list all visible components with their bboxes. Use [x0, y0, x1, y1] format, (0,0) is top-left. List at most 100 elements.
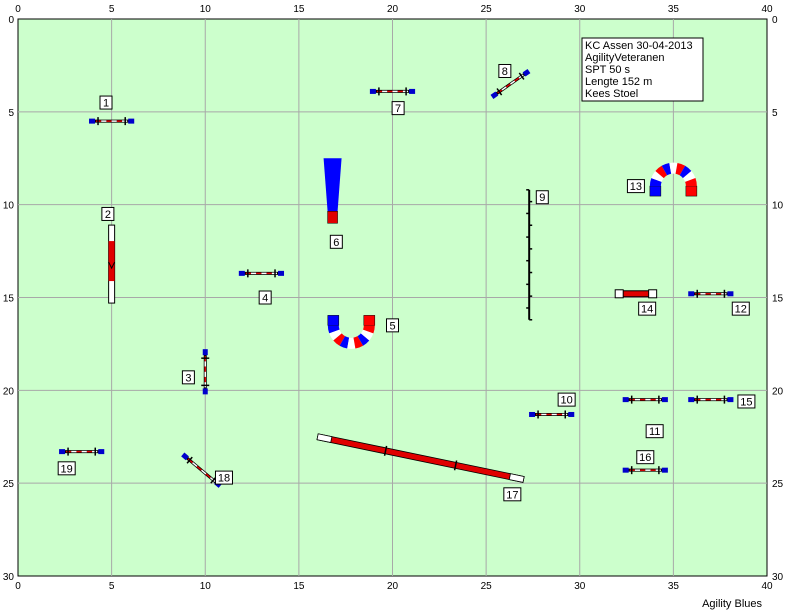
obstacle-number-box [731, 301, 750, 316]
closed-tunnel-6 [323, 158, 342, 224]
x-tick-label-top: 5 [109, 4, 115, 15]
hurdle-stripe [505, 83, 511, 88]
dog-walk-support [383, 445, 388, 456]
x-tick-label-bottom: 5 [109, 581, 115, 592]
dog-walk-contact-end [508, 473, 525, 483]
x-tick-label-bottom: 20 [387, 581, 399, 592]
obstacle-number-2: 2 [101, 206, 115, 221]
obstacle-number-box [626, 179, 645, 194]
x-tick-label-top: 25 [481, 4, 493, 15]
hurdle-wing-left [622, 467, 629, 473]
tunnel-segment [327, 325, 340, 334]
hurdle-wing-right [202, 388, 208, 395]
tunnel-13 [649, 162, 698, 197]
hurdle-wing-left [59, 449, 66, 455]
y-tick-label-left: 10 [3, 201, 15, 212]
x-tick-label-top: 0 [15, 4, 21, 15]
obstacle-number-text: 7 [395, 103, 401, 115]
obstacle-number-text: 13 [630, 181, 642, 193]
obstacle-number-text: 3 [185, 372, 191, 384]
tunnel-segment [333, 333, 346, 346]
obstacle-number-text: 17 [506, 489, 518, 501]
obstacle-number-12: 12 [731, 301, 750, 316]
hurdle-stripe [510, 80, 516, 85]
obstacle-number-text: 14 [641, 304, 653, 316]
obstacle-number-text: 11 [649, 426, 660, 438]
obstacle-number-text: 9 [539, 192, 545, 204]
obstacle-number-15: 15 [737, 394, 756, 409]
x-tick-label-bottom: 10 [200, 581, 212, 592]
hurdle-wing-right [727, 397, 734, 403]
tire-14 [614, 289, 658, 299]
tunnel-segment [685, 178, 697, 187]
long-jump-2 [108, 224, 116, 304]
obstacle-number-box [99, 95, 113, 110]
hurdle-wing-left [181, 452, 189, 461]
x-tick-label-bottom: 30 [574, 581, 586, 592]
tunnel-segment [649, 178, 662, 187]
y-tick-label-right: 25 [772, 479, 784, 490]
long-jump-panel [108, 241, 115, 282]
dog-walk-support [453, 460, 458, 471]
obstacle-number-text: 8 [502, 66, 508, 78]
hurdle-stripe [192, 462, 198, 468]
obstacle-number-9: 9 [535, 190, 549, 205]
hurdle-wing-right [522, 68, 531, 77]
hurdle-wing-left [622, 397, 629, 403]
tire-post-right [648, 289, 658, 299]
hurdle-stripe [205, 473, 211, 479]
tunnel-segment [353, 336, 364, 349]
hurdle-wing-left [688, 397, 695, 403]
obstacle-number-8: 8 [498, 63, 512, 78]
grid-lines [18, 19, 767, 576]
closed-tunnel-chute [323, 158, 342, 212]
hurdle-12 [688, 289, 734, 298]
info-line-2: AgilityVeteranen [585, 52, 665, 64]
y-tick-label-left: 20 [3, 386, 15, 397]
obstacle-number-box [645, 424, 664, 439]
tunnel-end [327, 315, 340, 326]
tunnel-segment [655, 165, 668, 179]
obstacle-number-1: 1 [99, 95, 113, 110]
obstacle-number-18: 18 [214, 470, 233, 485]
obstacle-number-text: 6 [333, 237, 339, 249]
obstacle-number-box [57, 461, 76, 476]
x-tick-label-top: 35 [668, 4, 680, 15]
obstacle-number-box [737, 394, 756, 409]
hurdle-10 [529, 410, 575, 419]
obstacle-number-10: 10 [557, 392, 576, 407]
obstacle-number-box [329, 234, 343, 249]
obstacle-number-box [498, 63, 512, 78]
hurdle-8 [490, 68, 531, 99]
obstacle-number-16: 16 [636, 450, 655, 465]
hurdle-19 [59, 447, 105, 456]
obstacle-number-text: 18 [218, 473, 230, 485]
y-tick-label-left: 15 [3, 294, 15, 305]
hurdle-wing-right [727, 291, 734, 297]
obstacle-number-text: 10 [561, 395, 573, 407]
tunnel-segment [360, 329, 374, 341]
hurdle-wing-right [278, 270, 285, 276]
obstacle-number-text: 15 [740, 396, 752, 408]
hurdle-wing-right [661, 467, 668, 473]
obstacle-number-text: 12 [735, 304, 747, 316]
y-tick-label-left: 25 [3, 479, 15, 490]
tunnel-segment [651, 170, 664, 183]
x-tick-label-top: 20 [387, 4, 399, 15]
hurdle-wing-left [238, 270, 245, 276]
y-tick-label-right: 20 [772, 386, 784, 397]
x-tick-label-top: 10 [200, 4, 212, 15]
hurdle-post-right [518, 72, 525, 80]
tunnel-end [649, 185, 662, 197]
hurdle-wing-left [369, 88, 376, 94]
hurdle-stripe [501, 86, 507, 91]
x-tick-label-top: 15 [293, 4, 305, 15]
tunnel-segment [682, 170, 696, 183]
hurdle-wing-right [128, 118, 135, 124]
obstacle-number-13: 13 [626, 179, 645, 194]
obstacle-number-box [535, 190, 549, 205]
x-tick-label-bottom: 35 [668, 581, 680, 592]
obstacle-number-text: 19 [61, 463, 73, 475]
hurdle-wing-right [568, 411, 575, 417]
tunnel-segment [661, 162, 672, 176]
